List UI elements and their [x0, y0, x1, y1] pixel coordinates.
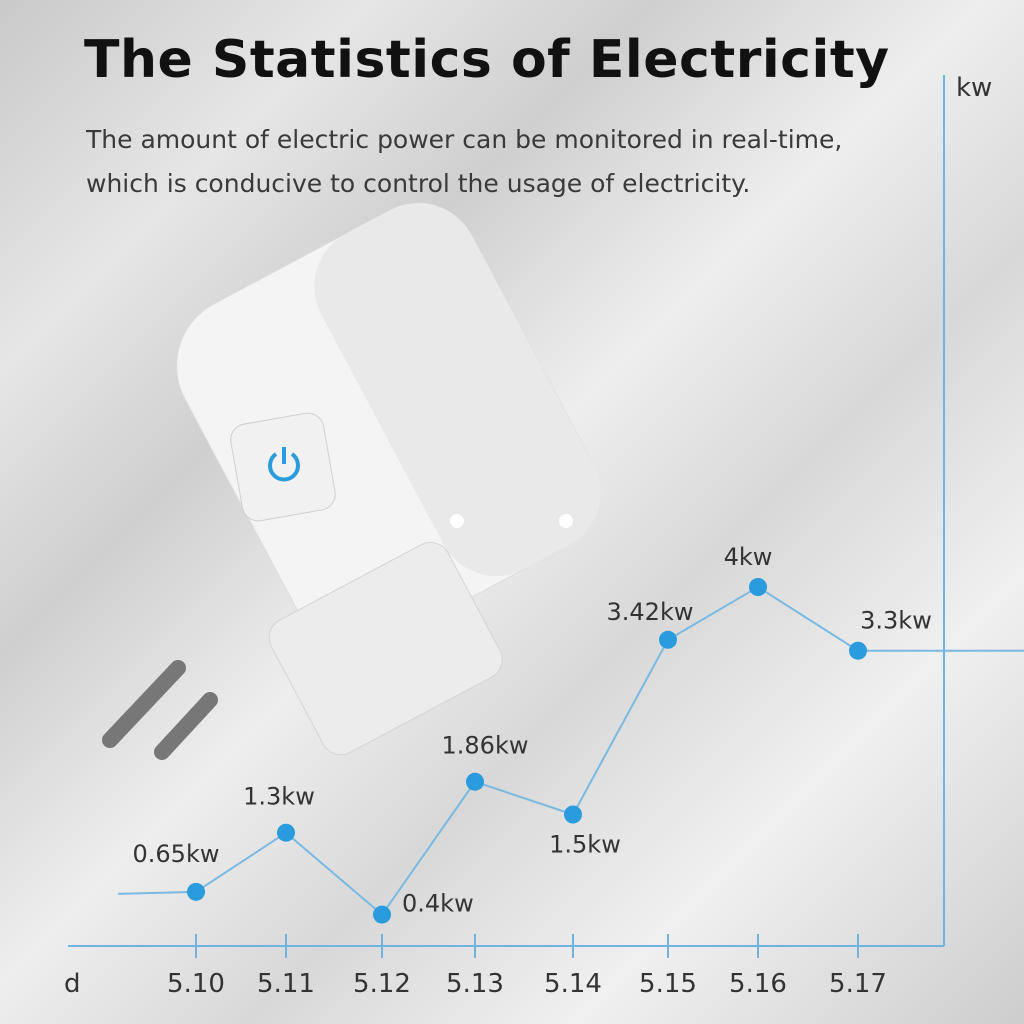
x-tick-label: 5.12 [353, 969, 411, 999]
data-point [564, 805, 582, 824]
x-tick-label: 5.14 [544, 969, 602, 999]
data-point [187, 882, 205, 901]
smart-plug-image [102, 203, 601, 760]
subtitle-line-2: which is conducive to control the usage … [86, 169, 751, 198]
data-label: 3.42kw [607, 598, 694, 626]
x-tick-label: 5.15 [639, 969, 697, 999]
data-point [373, 905, 391, 924]
page-title: The Statistics of Electricity [84, 30, 890, 90]
x-tick-label: 5.10 [167, 969, 225, 999]
data-point [849, 641, 867, 660]
y-axis-label: kw [956, 73, 992, 103]
data-point [749, 578, 767, 596]
series-lead-line [117, 890, 197, 895]
power-icon [268, 447, 300, 482]
data-label: 1.5kw [549, 831, 621, 859]
data-label: 4kw [724, 543, 773, 571]
series-line [195, 585, 859, 917]
x-axis-label: d [64, 969, 81, 999]
data-label: 0.65kw [133, 840, 220, 868]
data-label: 1.3kw [243, 783, 315, 811]
data-label: 1.86kw [442, 732, 529, 760]
data-point [466, 772, 484, 791]
x-tick-label: 5.17 [829, 969, 887, 999]
data-label: 0.4kw [402, 890, 474, 918]
subtitle: The amount of electric power can be moni… [86, 118, 946, 206]
data-label: 3.3kw [860, 607, 932, 635]
data-point [277, 823, 295, 842]
x-tick-label: 5.11 [257, 969, 315, 999]
data-point [659, 630, 677, 649]
x-tick-label: 5.13 [446, 969, 504, 999]
x-tick-label: 5.16 [729, 969, 787, 999]
subtitle-line-1: The amount of electric power can be moni… [86, 125, 843, 154]
